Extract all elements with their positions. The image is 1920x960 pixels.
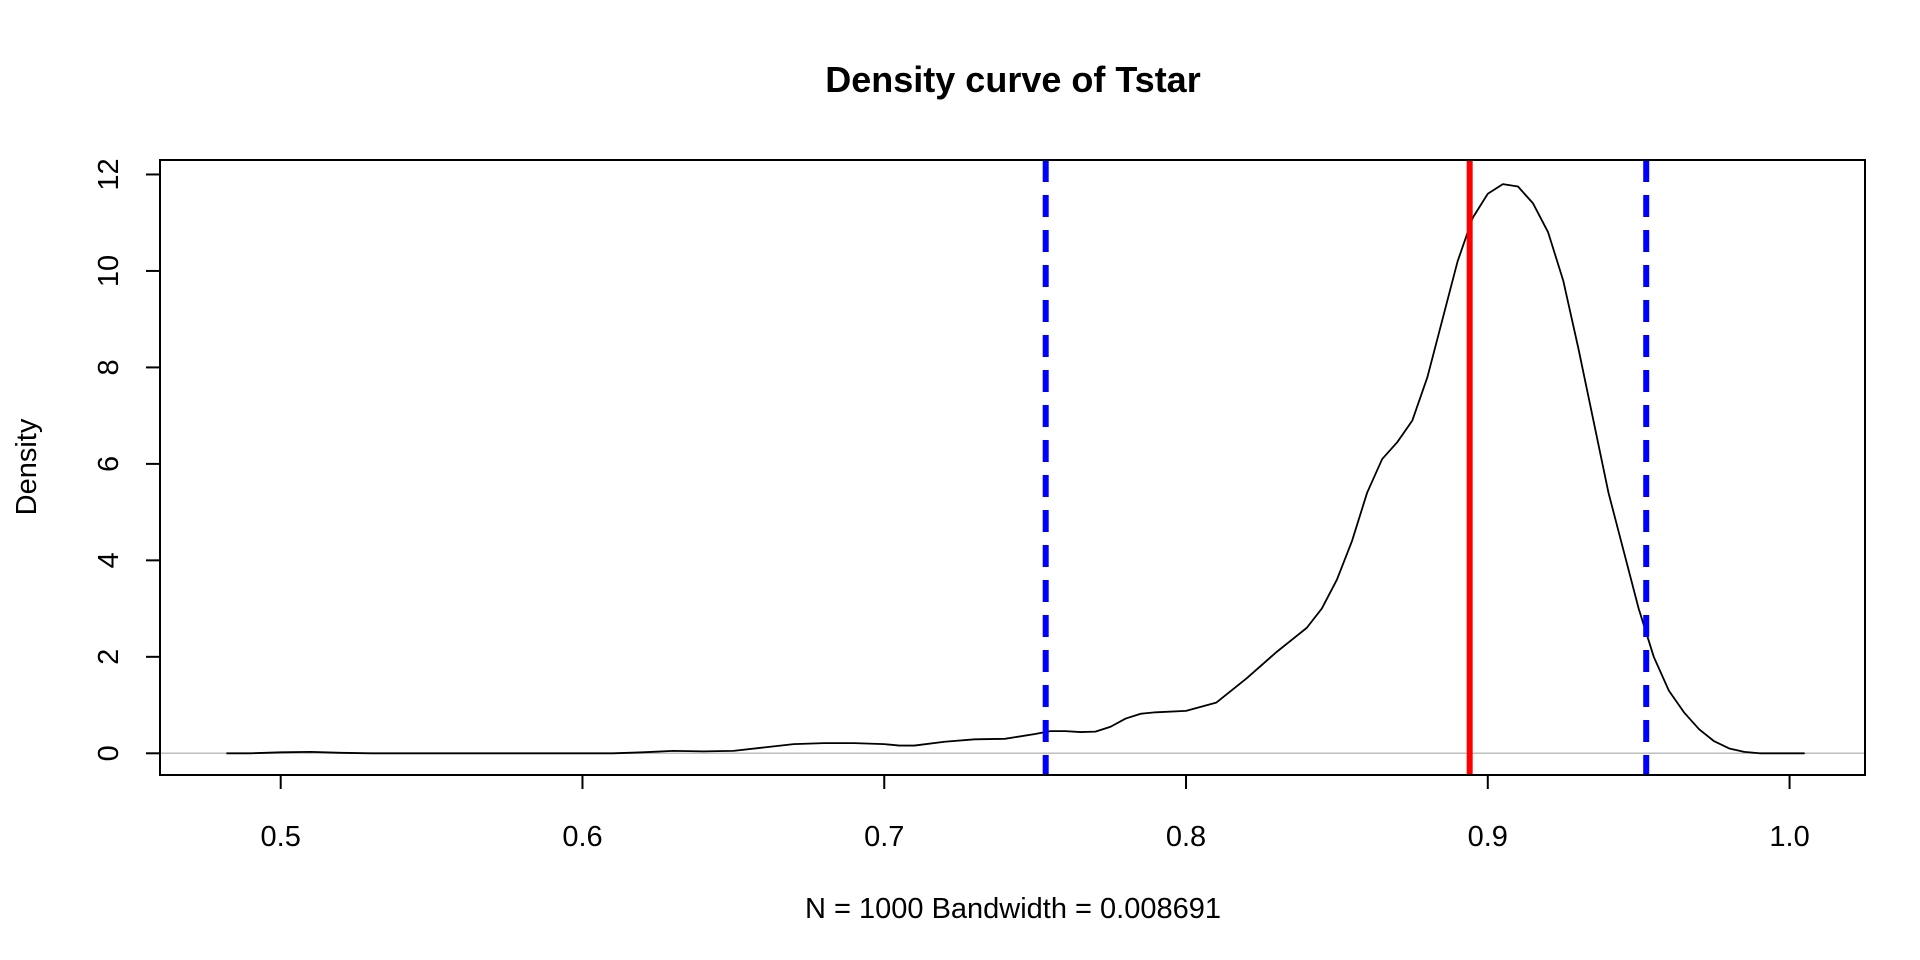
y-tick-label-3: 6	[93, 456, 125, 472]
x-tick-label-0: 0.5	[261, 821, 301, 853]
x-tick-label-1: 0.6	[562, 821, 602, 853]
y-tick-label-2: 4	[93, 552, 125, 568]
density-curve-0	[226, 183, 1805, 755]
y-tick-label-5: 10	[93, 255, 125, 287]
y-tick-label-1: 2	[93, 649, 125, 665]
chart-title: Density curve of Tstar	[825, 59, 1200, 100]
plot-area	[160, 160, 1865, 775]
y-axis-label: Density	[11, 418, 43, 515]
x-tick-label-5: 1.0	[1769, 821, 1809, 853]
plot-frame	[159, 159, 1866, 776]
x-tick-label-3: 0.8	[1166, 821, 1206, 853]
x-axis-label: N = 1000 Bandwidth = 0.008691	[805, 893, 1221, 925]
x-tick-label-4: 0.9	[1468, 821, 1508, 853]
y-tick-label-4: 8	[93, 359, 125, 375]
y-tick-label-6: 12	[93, 158, 125, 190]
plot-inner	[160, 160, 1865, 775]
x-tick-label-2: 0.7	[864, 821, 904, 853]
axes: 0.5 0.6 0.7 0.8 0.9 1.0 0 2 4 6 8 10 12	[93, 158, 1866, 853]
y-tick-label-0: 0	[93, 745, 125, 761]
